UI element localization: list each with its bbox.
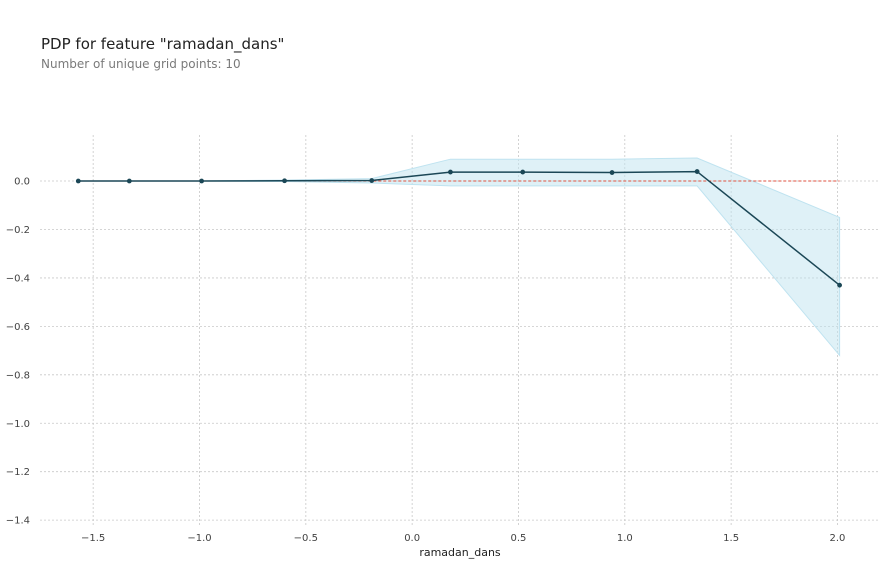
pdp-series-line xyxy=(78,170,841,286)
y-tick-label: 0.0 xyxy=(14,177,30,188)
y-tick-label: −0.4 xyxy=(6,273,30,284)
grid-lines xyxy=(40,135,880,525)
tick-labels: −1.5 −1.0 −0.5 0.0 0.5 1.0 1.5 2.0 0.0 −0.2 −0.4 −0… xyxy=(6,177,846,544)
pdp-point xyxy=(520,169,526,175)
x-tick-label: −1.0 xyxy=(187,533,211,544)
x-tick-label: 1.0 xyxy=(617,533,633,544)
pdp-point xyxy=(126,178,132,184)
pdp-line xyxy=(78,170,841,286)
x-tick-label: 2.0 xyxy=(830,533,846,544)
pdp-point xyxy=(448,169,453,175)
pdp-point xyxy=(282,178,287,184)
y-tick-label: −1.4 xyxy=(6,516,30,527)
pdp-point xyxy=(75,178,81,184)
chart-title: PDP for feature "ramadan_dans" xyxy=(41,35,285,53)
pdp-point xyxy=(369,178,375,183)
pdp-point xyxy=(609,170,615,175)
x-tick-label: −1.5 xyxy=(81,533,105,544)
y-tick-label: −0.8 xyxy=(6,370,30,381)
x-axis-label: ramadan_dans xyxy=(419,546,501,559)
x-tick-label: 0.5 xyxy=(511,533,527,544)
chart-subtitle: Number of unique grid points: 10 xyxy=(41,57,241,71)
confidence-band-area xyxy=(78,157,841,357)
y-tick-label: −0.6 xyxy=(6,322,30,333)
x-tick-label: 0.0 xyxy=(404,533,420,544)
confidence-band xyxy=(78,157,841,357)
x-tick-label: 1.5 xyxy=(723,533,739,544)
x-tick-label: −0.5 xyxy=(294,533,318,544)
y-tick-label: −1.2 xyxy=(6,467,30,478)
pdp-point xyxy=(694,169,700,174)
pdp-point xyxy=(199,178,205,184)
pdp-point xyxy=(837,282,842,288)
pdp-points xyxy=(75,169,842,288)
y-tick-label: −1.0 xyxy=(6,419,30,430)
y-tick-label: −0.2 xyxy=(6,225,30,236)
